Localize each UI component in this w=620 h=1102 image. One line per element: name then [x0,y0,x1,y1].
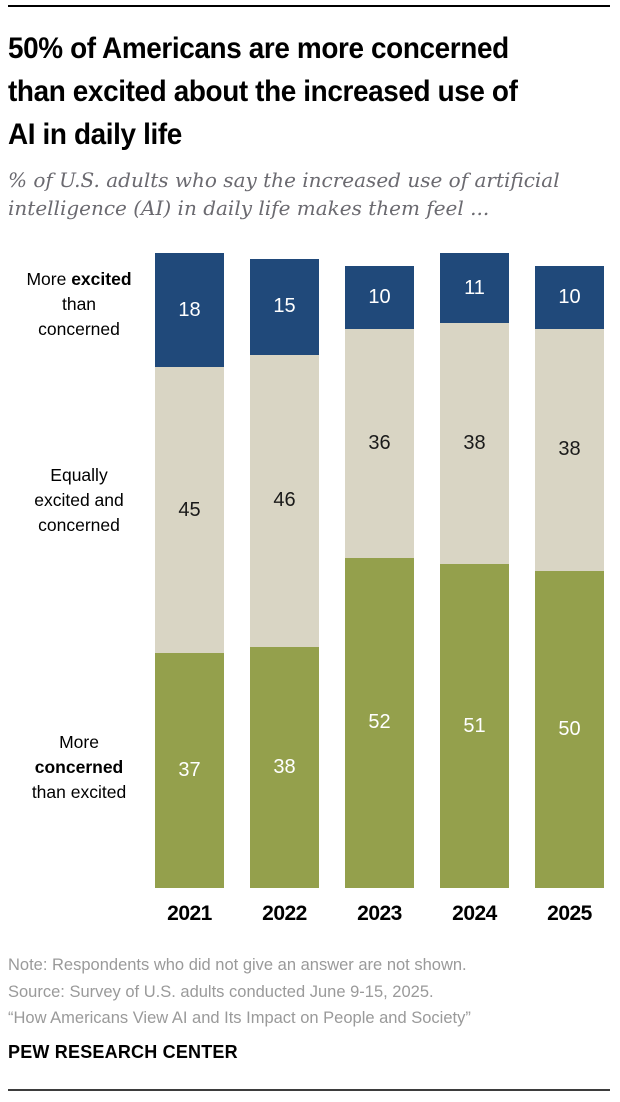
x-axis-label-2021: 2021 [167,902,212,925]
segment-2021: 37 [155,653,224,888]
value-label: 52 [368,711,391,734]
bar-2021: 18 45 37 [155,253,224,888]
category-label-more-excited: More excited than concerned [8,267,150,342]
segment-2023: 36 [345,329,414,558]
value-label: 51 [463,714,486,737]
value-label: 46 [273,489,296,512]
value-label: 11 [464,276,485,299]
category-label-line: concerned [34,757,124,777]
segment-2024: 38 [440,322,509,565]
report-title-text: “How Americans View AI and Its Impact on… [8,1009,471,1027]
value-label: 45 [178,498,201,521]
segment-2022: 15 [250,259,319,355]
category-label-equally: Equally excited and concerned [8,463,150,538]
source-text: Source: Survey of U.S. adults conducted … [8,982,434,1001]
value-label: 10 [558,285,581,308]
category-label-line: More [59,732,99,752]
value-label: 38 [558,438,581,461]
value-label: 38 [463,432,486,455]
category-label-line: than excited [31,782,127,802]
pew-research-center-wordmark: PEW RESEARCH CENTER [8,1042,238,1062]
top-divider [8,5,610,7]
segment-2024: 11 [440,253,509,323]
value-label: 18 [178,298,201,321]
note-text: Note: Respondents who did not give an an… [8,956,467,974]
title-line-3: AI in daily life [8,118,182,151]
value-label: 50 [558,717,581,740]
value-label: 38 [273,755,296,778]
category-label-line: concerned [38,319,120,339]
segment-2022: 46 [250,354,319,647]
title-line-1: 50% of Americans are more concerned [8,32,509,65]
segment-2025: 10 [535,265,604,330]
x-axis-label-2024: 2024 [452,902,497,925]
value-label: 10 [368,285,391,308]
category-label-line: Equally [50,465,108,485]
stacked-bar-chart: More excited than concerned Equally excited… [8,253,610,953]
segment-2025: 50 [535,570,604,888]
subtitle-line-2: intelligence (AI) in daily life makes th… [8,196,490,220]
subtitle-line-1: % of U.S. adults who say the increased u… [8,168,560,192]
value-label: 37 [178,759,201,782]
segment-2023: 10 [345,265,414,330]
title-line-2: than excited about the increased use of [8,75,518,108]
value-label: 36 [368,432,391,455]
category-label-line: than [61,294,97,314]
bars-group: 18 45 37 15 46 38 10 36 52 11 38 51 10 38 50 [155,253,604,888]
chart-footnotes: Note: Respondents who did not give an an… [8,952,608,1032]
segment-2024: 51 [440,564,509,888]
bar-2024: 11 38 51 [440,253,509,888]
category-label-line: concerned [38,515,120,535]
segment-2023: 52 [345,557,414,888]
x-axis-labels: 2021 2022 2023 2024 2025 [155,902,604,926]
bottom-divider [8,1089,610,1091]
segment-2022: 38 [250,646,319,888]
category-label-line: excited and [34,490,124,510]
segment-2021: 45 [155,367,224,654]
bar-2022: 15 46 38 [250,259,319,888]
category-label-more-concerned: More concerned than excited [8,730,150,805]
category-label-line: More excited [26,269,132,289]
segment-2025: 38 [535,329,604,571]
x-axis-label-2025: 2025 [547,902,592,925]
x-axis-label-2022: 2022 [262,902,307,925]
segment-2021: 18 [155,253,224,368]
chart-subtitle: % of U.S. adults who say the increased u… [8,166,608,222]
bar-2025: 10 38 50 [535,265,604,888]
x-axis-label-2023: 2023 [357,902,402,925]
value-label: 15 [273,295,296,318]
bar-2023: 10 36 52 [345,265,414,888]
page-title: 50% of Americans are more concerned than… [8,27,616,156]
